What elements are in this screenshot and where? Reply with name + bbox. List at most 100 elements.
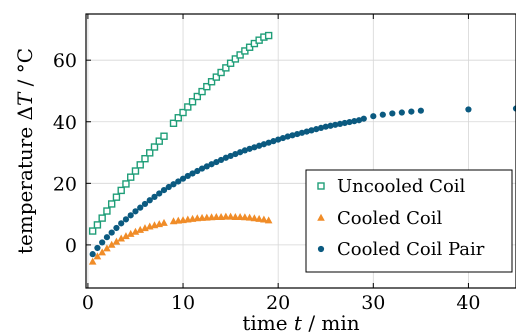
x-tick-label: 20	[266, 292, 290, 314]
data-point-uncooled-coil	[174, 114, 182, 122]
data-point-cooled-coil	[236, 212, 244, 220]
data-point-cooled-coil	[131, 227, 140, 235]
data-point-uncooled-coil	[264, 31, 273, 40]
data-point-cooled-coil-pair	[179, 175, 187, 182]
data-point-cooled-coil-pair	[127, 212, 134, 219]
data-point-cooled-coil	[160, 218, 168, 226]
data-point-cooled-coil-pair	[137, 204, 144, 211]
data-point-cooled-coil	[126, 229, 135, 237]
data-point-cooled-coil-pair	[360, 115, 367, 122]
x-tick-label: 40	[456, 292, 480, 314]
x-tick-label: 30	[361, 292, 385, 314]
data-point-cooled-coil-pair	[341, 119, 348, 127]
data-point-cooled-coil-pair	[355, 117, 363, 124]
data-point-uncooled-coil	[222, 64, 230, 72]
data-point-cooled-coil-pair	[298, 129, 306, 136]
data-point-cooled-coil-pair	[284, 133, 291, 140]
data-point-cooled-coil-pair	[184, 172, 191, 180]
data-point-uncooled-coil	[203, 82, 211, 91]
legend-label-uncooled-coil: Uncooled Coil	[337, 176, 466, 197]
data-point-uncooled-coil	[207, 78, 216, 86]
data-point-cooled-coil-pair	[208, 161, 215, 168]
data-point-cooled-coil-pair	[317, 124, 325, 132]
x-tick-label: 10	[171, 292, 195, 314]
data-point-uncooled-coil	[88, 227, 97, 235]
data-point-cooled-coil	[107, 240, 116, 248]
data-point-uncooled-coil	[136, 161, 144, 169]
data-point-cooled-coil	[260, 215, 268, 223]
data-point-uncooled-coil	[122, 180, 130, 188]
data-point-cooled-coil-pair	[289, 132, 296, 139]
y-tick-label: 40	[53, 112, 77, 134]
data-point-cooled-coil-pair	[246, 145, 253, 152]
data-point-cooled-coil	[212, 212, 221, 220]
plot-frame	[85, 13, 516, 289]
data-point-uncooled-coil	[160, 132, 168, 140]
data-point-cooled-coil	[117, 234, 125, 242]
data-point-cooled-coil	[98, 248, 106, 256]
data-point-cooled-coil-pair	[94, 244, 101, 252]
data-point-cooled-coil-pair	[370, 113, 377, 120]
data-point-cooled-coil-pair	[512, 105, 516, 112]
data-point-uncooled-coil	[127, 173, 135, 181]
data-point-uncooled-coil	[155, 137, 163, 145]
data-point-cooled-coil-pair	[270, 138, 277, 145]
axis-ticks: 0 10 20 30 40 0 20 40 60	[53, 14, 481, 314]
grid	[86, 14, 516, 288]
data-point-cooled-coil-pair	[151, 193, 158, 200]
data-point-cooled-coil-pair	[213, 158, 220, 166]
data-point-cooled-coil-pair	[99, 239, 106, 246]
data-point-cooled-coil-pair	[346, 118, 353, 126]
data-point-cooled-coil-pair	[113, 224, 120, 232]
x-axis-title: time t / min	[242, 311, 359, 335]
data-point-cooled-coil-pair	[146, 197, 153, 204]
data-point-cooled-coil	[222, 212, 230, 220]
data-point-uncooled-coil	[231, 55, 240, 63]
data-point-legend-cooled-coil	[317, 213, 325, 221]
x-tick-label: 0	[82, 292, 94, 314]
data-point-cooled-coil	[250, 214, 259, 222]
data-point-uncooled-coil	[107, 200, 116, 208]
data-point-uncooled-coil	[212, 73, 221, 81]
data-point-legend-uncooled-coil	[317, 182, 325, 190]
legend-label-cooled-coil-pair: Cooled Coil Pair	[337, 239, 485, 260]
legend-label-cooled-coil: Cooled Coil	[337, 208, 442, 229]
data-point-uncooled-coil	[150, 143, 159, 151]
data-point-cooled-coil-pair	[327, 122, 334, 129]
data-point-cooled-coil	[264, 216, 273, 224]
data-point-cooled-coil	[122, 232, 130, 240]
data-point-cooled-coil-pair	[336, 120, 344, 128]
data-point-uncooled-coil	[169, 119, 178, 127]
data-point-cooled-coil-pair	[313, 126, 320, 133]
data-point-cooled-coil-pair	[398, 109, 405, 116]
data-point-cooled-coil	[93, 252, 102, 260]
data-point-legend-cooled-coil-pair	[317, 245, 325, 253]
data-point-cooled-coil	[245, 213, 254, 221]
data-point-cooled-coil-pair	[241, 147, 248, 154]
data-point-uncooled-coil	[141, 154, 149, 163]
data-point-cooled-coil-pair	[175, 178, 182, 185]
data-point-uncooled-coil	[198, 87, 206, 96]
data-point-cooled-coil-pair	[222, 154, 229, 161]
data-point-uncooled-coil	[117, 186, 125, 195]
data-point-uncooled-coil	[179, 108, 187, 117]
data-point-uncooled-coil	[93, 221, 102, 229]
data-point-cooled-coil-pair	[303, 128, 310, 135]
data-point-uncooled-coil	[226, 59, 235, 67]
data-marks	[88, 31, 516, 265]
data-point-uncooled-coil	[103, 207, 111, 215]
data-point-cooled-coil-pair	[308, 127, 315, 134]
series-uncooled-coil	[88, 31, 273, 235]
data-point-uncooled-coil	[184, 103, 192, 111]
data-point-cooled-coil-pair	[103, 234, 111, 241]
legend: Uncooled Coil Cooled Coil Cooled Coil Pair	[305, 169, 513, 273]
series-cooled-coil	[88, 212, 273, 265]
data-point-cooled-coil-pair	[417, 107, 424, 114]
data-point-cooled-coil	[255, 214, 263, 222]
data-point-cooled-coil	[103, 244, 111, 252]
data-point-cooled-coil-pair	[351, 118, 358, 125]
data-point-cooled-coil-pair	[256, 142, 263, 149]
legend-box	[305, 169, 513, 273]
